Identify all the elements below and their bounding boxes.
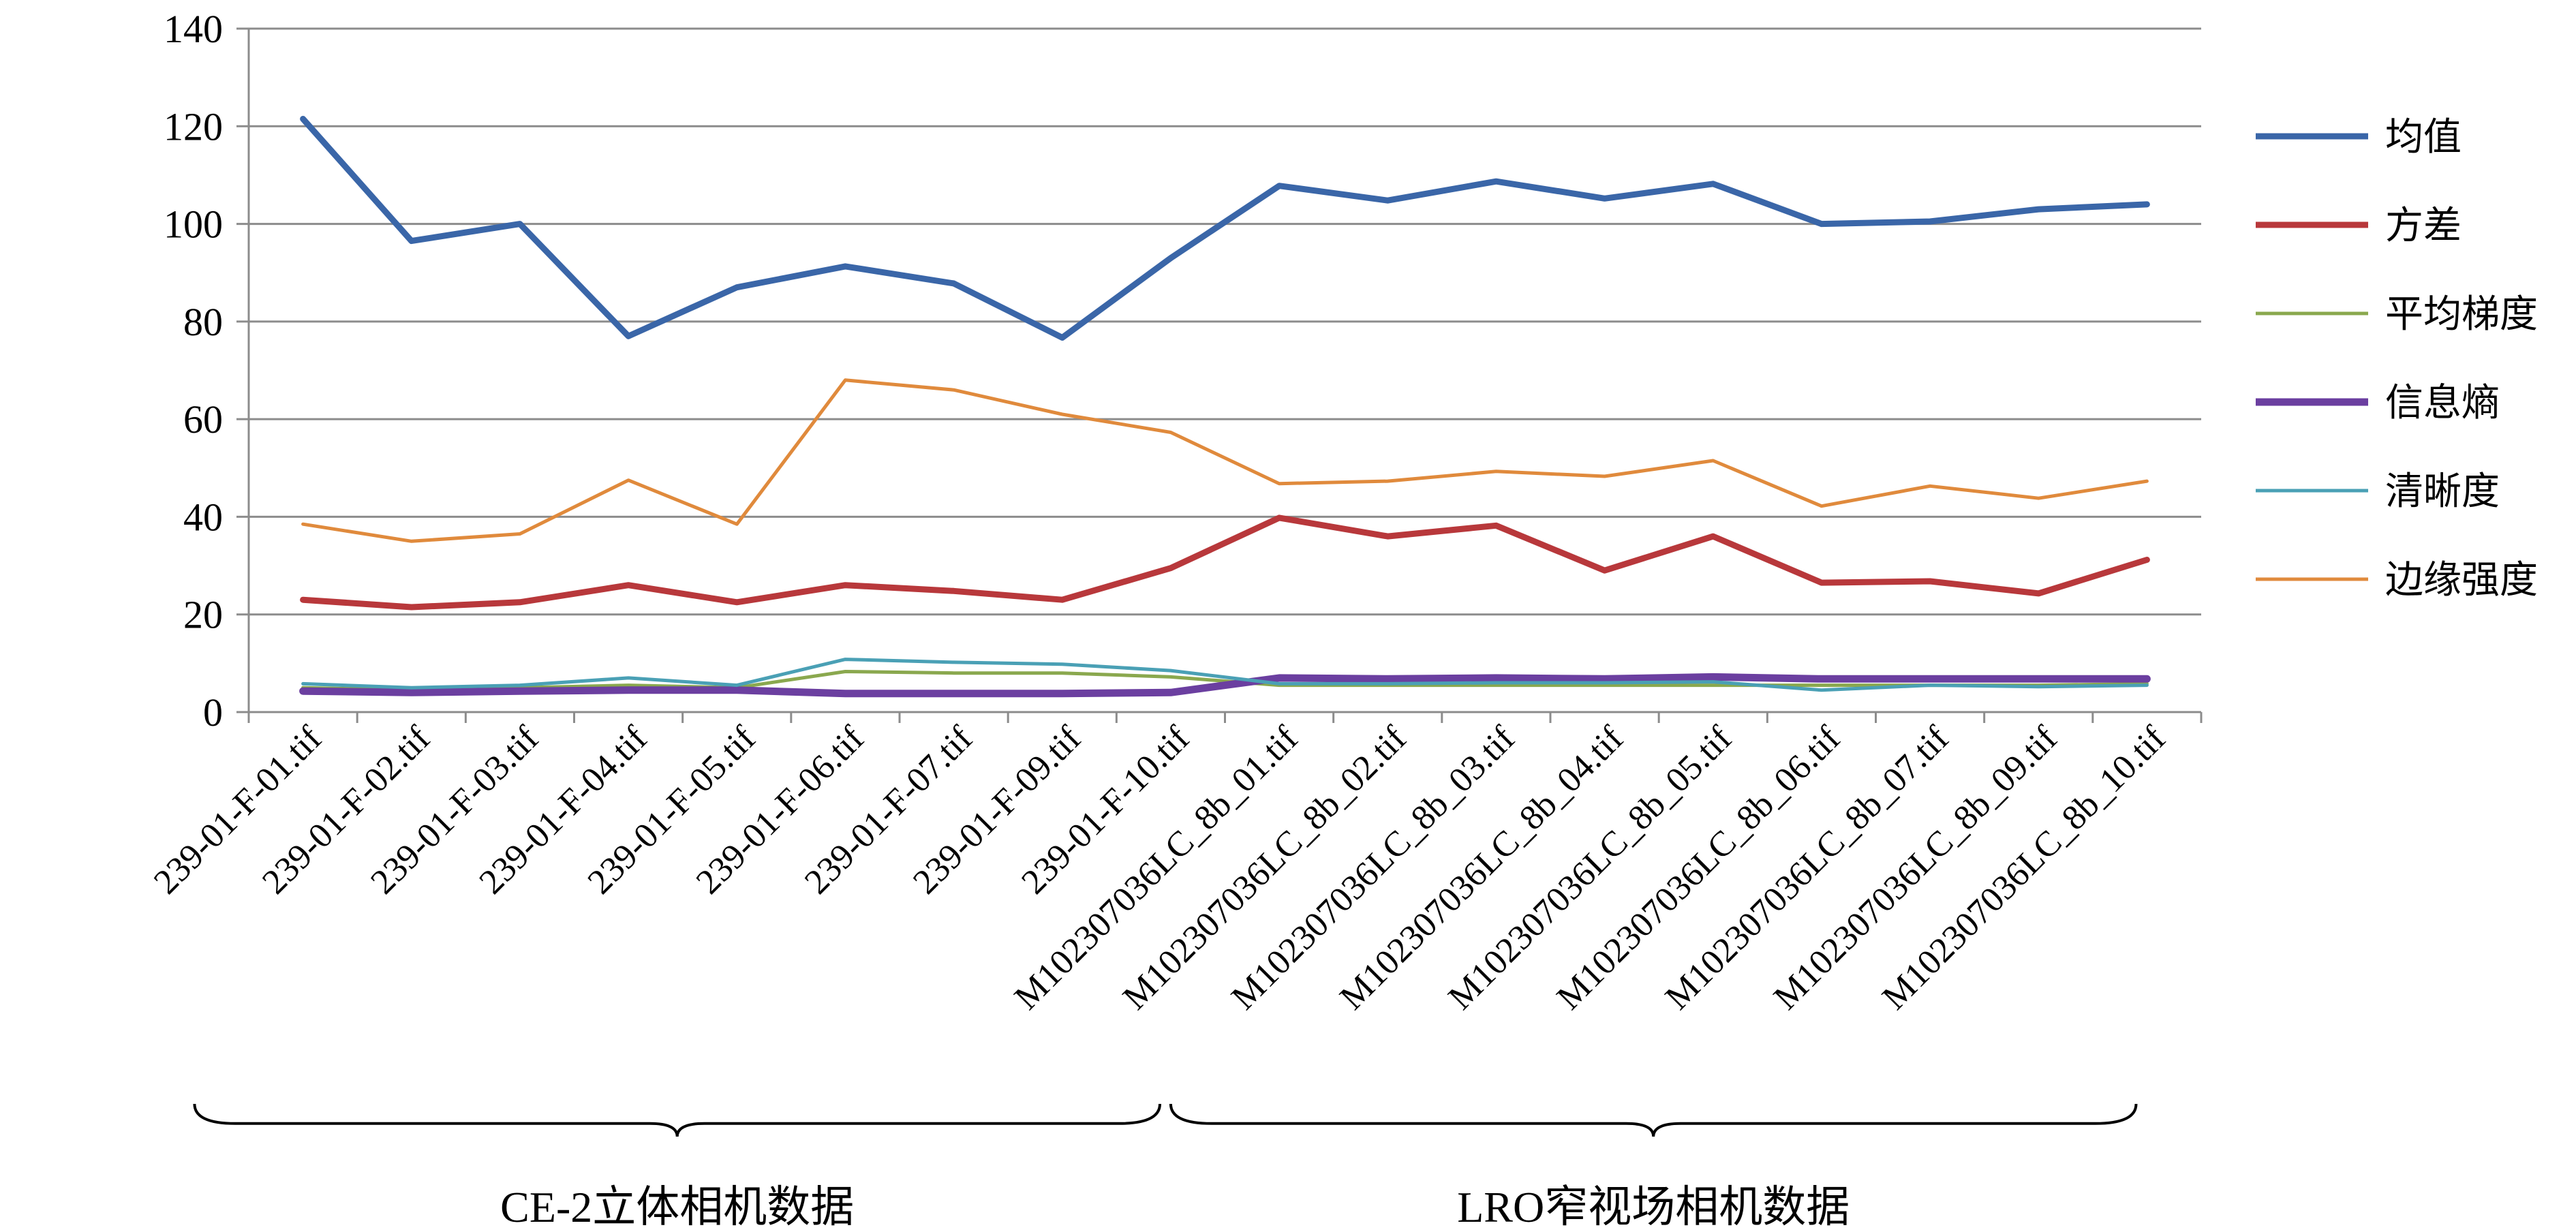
y-tick-label: 40 xyxy=(183,495,223,539)
series-line-1 xyxy=(300,116,2150,341)
group-bracket xyxy=(1169,1103,2138,1137)
series-lines xyxy=(299,116,2151,698)
y-tick-label: 60 xyxy=(183,397,223,442)
x-axis-tick-labels: 239-01-F-01.tif239-01-F-02.tif239-01-F-0… xyxy=(147,719,2173,1017)
legend-label: 清晰度 xyxy=(2385,469,2500,514)
legend-label: 信息熵 xyxy=(2385,381,2500,425)
series-line-3 xyxy=(301,670,2149,692)
series-line-2 xyxy=(300,514,2150,611)
y-axis-tick-labels: 0 20 40 60 80 100 120 140 xyxy=(164,7,223,735)
series-line-4 xyxy=(299,673,2151,698)
legend-label: 均值 xyxy=(2385,115,2462,159)
group-bracket xyxy=(193,1103,1161,1137)
group-label: CE-2立体相机数据 xyxy=(500,1183,854,1231)
y-tick-label: 0 xyxy=(203,690,223,735)
legend-label: 平均梯度 xyxy=(2385,292,2538,337)
y-tick-label: 80 xyxy=(183,300,223,344)
legend-label: 边缘强度 xyxy=(2385,558,2538,602)
grid-lines xyxy=(249,27,2201,616)
series-line-6 xyxy=(301,378,2149,543)
legend-label: 方差 xyxy=(2385,204,2462,248)
group-brackets: CE-2立体相机数据 LRO窄视场相机数据 xyxy=(193,1103,2138,1231)
y-tick-label: 120 xyxy=(164,104,223,149)
y-tick-label: 100 xyxy=(164,202,223,247)
group-label: LRO窄视场相机数据 xyxy=(1457,1183,1850,1231)
y-tick-label: 20 xyxy=(183,593,223,637)
axes xyxy=(236,27,2203,723)
y-tick-label: 140 xyxy=(164,7,223,51)
series-line-5 xyxy=(301,658,2149,692)
